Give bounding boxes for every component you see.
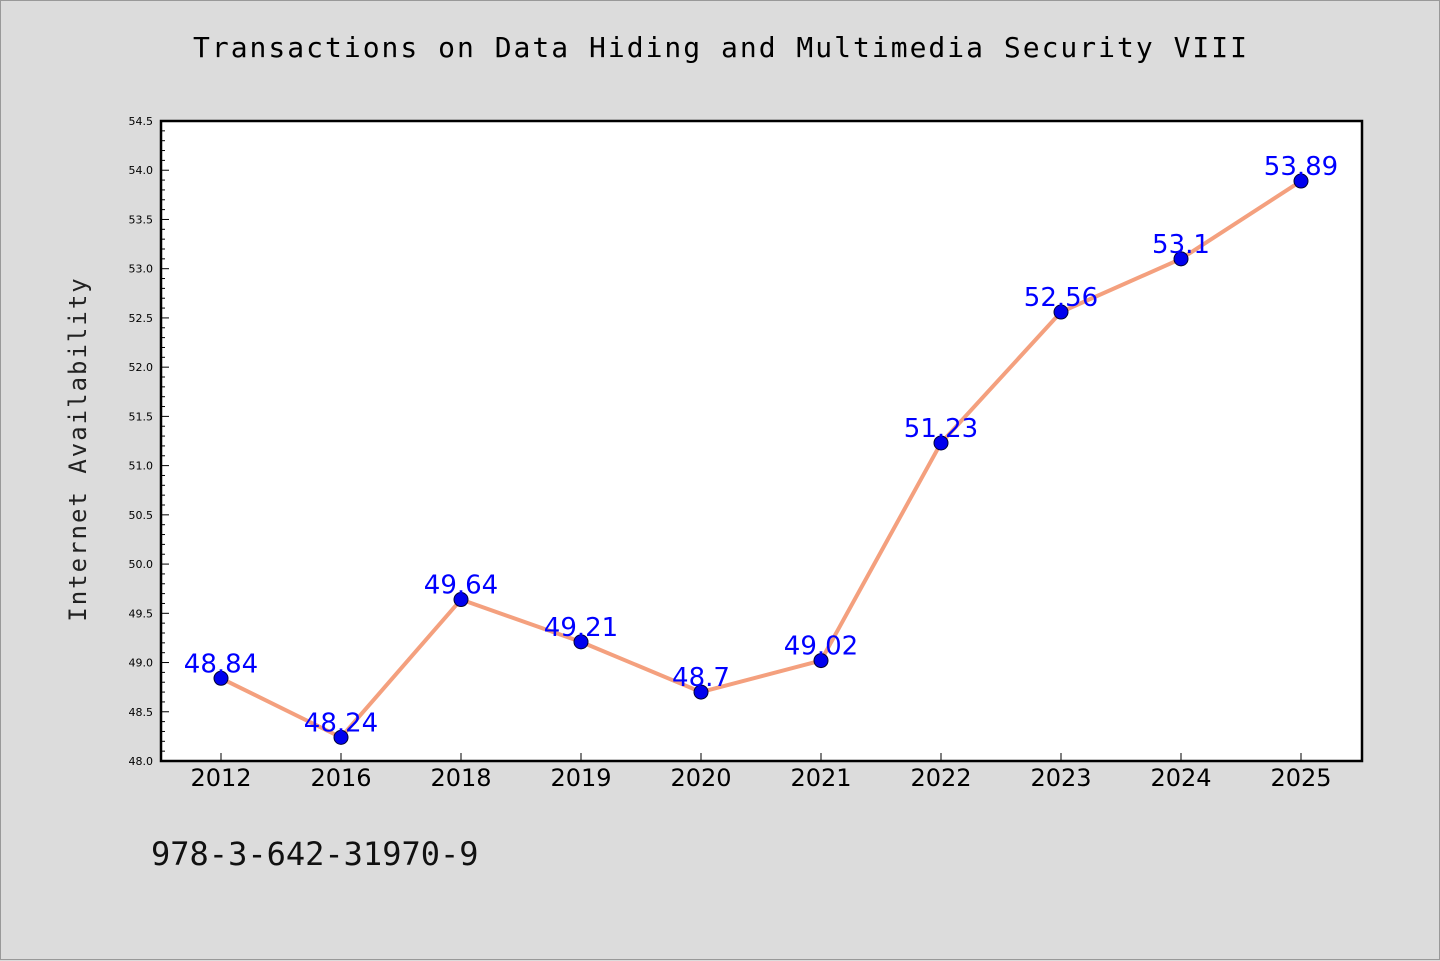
data-point xyxy=(573,634,589,650)
y-tick-label: 50.0 xyxy=(129,558,154,571)
y-tick-label: 53.5 xyxy=(129,213,154,226)
data-label: 49.64 xyxy=(424,571,498,601)
x-tick-label: 2020 xyxy=(670,764,731,792)
y-tick-label: 52.0 xyxy=(129,361,154,374)
data-label: 52.56 xyxy=(1024,283,1098,313)
data-label: 48.84 xyxy=(184,649,258,679)
y-tick-label: 51.5 xyxy=(129,410,154,423)
y-tick-label: 53.0 xyxy=(129,263,154,276)
y-tick-label: 54.5 xyxy=(129,115,154,128)
data-point xyxy=(1053,304,1069,320)
x-tick-label: 2016 xyxy=(310,764,371,792)
data-label: 53.1 xyxy=(1152,230,1210,260)
y-tick-label: 50.5 xyxy=(129,509,154,522)
data-label: 48.24 xyxy=(304,708,378,738)
y-tick-label: 54.0 xyxy=(129,164,154,177)
data-point xyxy=(813,653,829,669)
y-tick-label: 49.0 xyxy=(129,657,154,670)
data-point xyxy=(333,729,349,745)
plot-area xyxy=(161,121,1362,761)
data-label: 49.02 xyxy=(784,632,858,662)
x-tick-label: 2019 xyxy=(550,764,611,792)
data-label: 49.21 xyxy=(544,613,618,643)
data-point xyxy=(1293,173,1309,189)
y-tick-label: 52.5 xyxy=(129,312,154,325)
data-point xyxy=(213,670,229,686)
chart-title: Transactions on Data Hiding and Multimed… xyxy=(192,31,1249,64)
y-tick-label: 48.0 xyxy=(129,755,154,768)
data-point xyxy=(693,684,709,700)
x-tick-label: 2025 xyxy=(1270,764,1331,792)
x-tick-label: 2012 xyxy=(190,764,251,792)
data-label: 53.89 xyxy=(1264,152,1338,182)
series-line xyxy=(220,179,1303,740)
x-tick-label: 2023 xyxy=(1030,764,1091,792)
data-label: 51.23 xyxy=(904,414,978,444)
x-tick-label: 2021 xyxy=(790,764,851,792)
y-tick-label: 49.5 xyxy=(129,607,154,620)
x-tick-label: 2022 xyxy=(910,764,971,792)
plot-frame xyxy=(159,119,1364,763)
x-tick-label: 2024 xyxy=(1150,764,1211,792)
data-point xyxy=(453,592,469,608)
x-tick-label: 2018 xyxy=(430,764,491,792)
data-label: 48.7 xyxy=(672,663,730,693)
y-tick-label: 51.0 xyxy=(129,460,154,473)
data-point xyxy=(933,435,949,451)
y-tick-label: 48.5 xyxy=(129,706,154,719)
footer-code: 978-3-642-31970-9 xyxy=(151,835,479,873)
data-point xyxy=(1173,251,1189,267)
